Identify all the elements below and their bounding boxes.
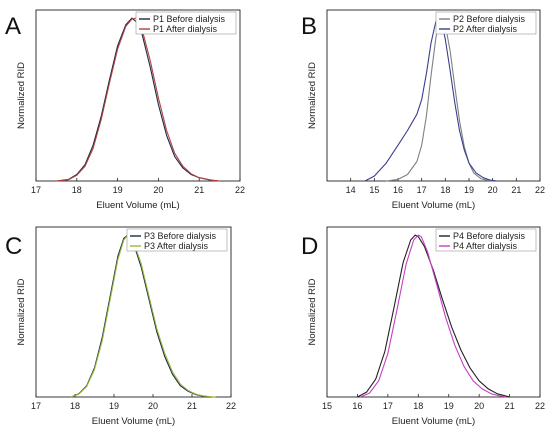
x-tick-label: 19 [464, 185, 474, 195]
panel-b: B 14 15 16 17 18 19 20 21 22 Eluent Volume (mL) Nor… [301, 9, 545, 211]
x-tick-label: 22 [235, 185, 245, 195]
x-tick-label: 15 [322, 401, 332, 411]
x-axis-label: Eluent Volume (mL) [96, 200, 179, 211]
x-tick-label: 22 [535, 401, 545, 411]
legend-label: P2 Before dialysis [453, 14, 526, 24]
legend-label: P1 Before dialysis [153, 14, 226, 24]
series-line-2 [360, 234, 507, 398]
panel-c: C 17 18 19 20 21 22 Eluent Volume (mL) Normalize… [5, 226, 236, 427]
panel-letter: C [5, 233, 22, 260]
x-tick-label: 21 [505, 401, 515, 411]
panel-letter: B [301, 13, 317, 40]
legend-box [435, 11, 537, 35]
legend-label: P4 After dialysis [453, 241, 518, 251]
x-tick-label: 22 [535, 185, 545, 195]
x-tick-label: 19 [113, 185, 123, 195]
series-line-1 [56, 17, 220, 182]
x-tick-label: 21 [194, 185, 204, 195]
x-tick-label: 17 [31, 401, 41, 411]
x-tick-label: 16 [393, 185, 403, 195]
y-axis-label: Normalized RID [307, 62, 318, 129]
x-tick-label: 22 [226, 401, 236, 411]
y-axis-label: Normalized RID [307, 278, 318, 345]
legend-box [126, 228, 228, 252]
x-tick-label: 16 [352, 401, 362, 411]
y-axis-label: Normalized RID [16, 62, 27, 129]
x-tick-label: 18 [413, 401, 423, 411]
x-axis-label: Eluent Volume (mL) [392, 416, 475, 427]
series-line-1 [70, 234, 212, 398]
x-tick-label: 20 [488, 185, 498, 195]
x-tick-label: 20 [153, 185, 163, 195]
x-axis-label: Eluent Volume (mL) [92, 416, 175, 427]
plot-frame [35, 226, 232, 398]
legend-label: P4 Before dialysis [453, 231, 526, 241]
x-tick-label: 17 [417, 185, 427, 195]
x-tick-label: 15 [369, 185, 379, 195]
plot-frame [326, 226, 541, 398]
panel-d: D 15 16 17 18 19 20 21 22 Eluent Volume (mL) Norma… [301, 226, 545, 427]
legend-label: P3 Before dialysis [144, 231, 217, 241]
y-axis-label: Normalized RID [16, 278, 27, 345]
panel-letter: A [5, 13, 21, 40]
legend-label: P2 After dialysis [453, 24, 518, 34]
x-tick-label: 14 [346, 185, 356, 195]
x-tick-label: 21 [511, 185, 521, 195]
series-line-2 [56, 17, 220, 182]
panel-letter: D [301, 233, 318, 260]
x-tick-label: 17 [383, 401, 393, 411]
x-tick-label: 18 [70, 401, 80, 411]
legend-label: P1 After dialysis [153, 24, 218, 34]
x-tick-label: 19 [109, 401, 119, 411]
series-line-1 [357, 234, 510, 398]
series-line-2 [364, 17, 498, 182]
x-tick-label: 21 [187, 401, 197, 411]
plot-frame [326, 9, 541, 182]
x-tick-label: 19 [444, 401, 454, 411]
x-tick-label: 17 [31, 185, 41, 195]
series-line-2 [70, 234, 216, 398]
x-tick-label: 20 [148, 401, 158, 411]
panel-a: A 17 18 19 20 21 22 Eluent Volume (mL) Normalize… [5, 9, 245, 211]
legend-label: P3 After dialysis [144, 241, 209, 251]
legend-box [135, 11, 237, 35]
x-tick-label: 20 [474, 401, 484, 411]
x-axis-label: Eluent Volume (mL) [392, 200, 475, 211]
plot-frame [35, 9, 241, 182]
x-tick-label: 18 [72, 185, 82, 195]
series-line-1 [386, 17, 493, 182]
x-tick-label: 18 [440, 185, 450, 195]
legend-box [435, 228, 537, 252]
